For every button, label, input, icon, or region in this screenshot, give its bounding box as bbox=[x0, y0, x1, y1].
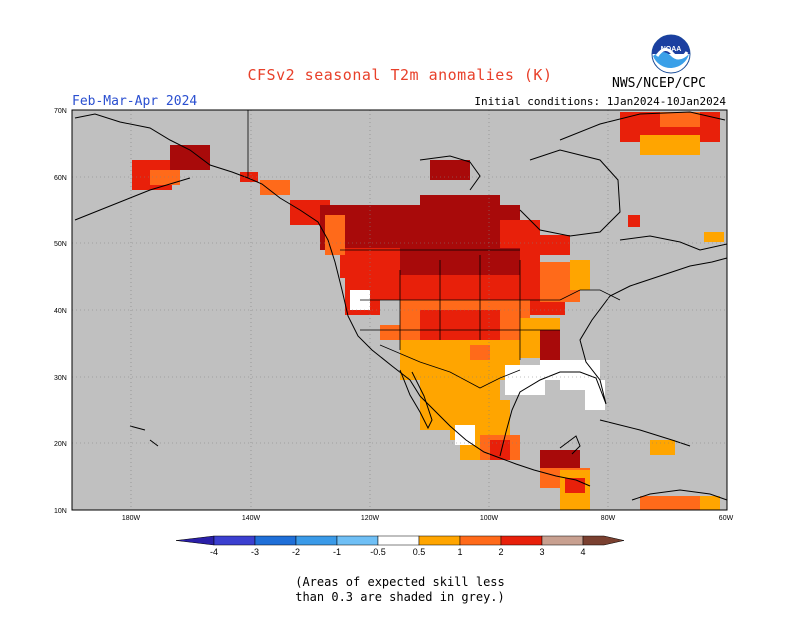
anomaly-cell bbox=[640, 496, 700, 510]
lat-label: 10N bbox=[54, 508, 67, 515]
lon-label: 180W bbox=[122, 515, 141, 522]
anomaly-cell bbox=[540, 450, 580, 470]
colorbar-tick-label: -1 bbox=[333, 547, 341, 557]
colorbar-tick-label: 1 bbox=[457, 547, 462, 557]
anomaly-cell bbox=[150, 170, 180, 185]
colorbar-swatch bbox=[500, 535, 543, 546]
anomaly-cell bbox=[170, 145, 210, 170]
colorbar-tick-label: -3 bbox=[251, 547, 259, 557]
colorbar-swatch bbox=[459, 535, 502, 546]
agency-label: NWS/NCEP/CPC bbox=[612, 76, 706, 91]
lon-label: 120W bbox=[361, 515, 380, 522]
anomaly-cell bbox=[325, 215, 345, 255]
anomaly-cell bbox=[540, 330, 560, 360]
colorbar-ticks: -4 -3 -2 -1 -0.5 0.5 1 2 3 4 bbox=[210, 547, 586, 557]
map-title: CFSv2 seasonal T2m anomalies (K) bbox=[247, 66, 553, 84]
lat-label: 50N bbox=[54, 241, 67, 248]
colorbar-tick-label: -4 bbox=[210, 547, 218, 557]
anomaly-cell bbox=[500, 220, 540, 250]
anomaly-cell bbox=[650, 440, 675, 455]
anomaly-cell bbox=[540, 235, 570, 255]
anomaly-cell bbox=[640, 135, 700, 155]
anomaly-cell bbox=[490, 440, 510, 460]
anomaly-cell bbox=[660, 112, 700, 127]
colorbar-swatch bbox=[418, 535, 461, 546]
map-frame bbox=[71, 109, 728, 511]
anomaly-cell bbox=[420, 195, 500, 215]
colorbar-tick-label: 0.5 bbox=[413, 547, 426, 557]
anomaly-cell bbox=[430, 250, 490, 270]
colorbar-tick-label: 3 bbox=[539, 547, 544, 557]
colorbar bbox=[175, 535, 625, 546]
anomaly-cell bbox=[380, 300, 400, 325]
lat-label: 70N bbox=[54, 108, 67, 115]
forecast-period: Feb-Mar-Apr 2024 bbox=[72, 94, 198, 109]
lat-label: 60N bbox=[54, 175, 67, 182]
anomaly-cell bbox=[470, 345, 490, 360]
lon-label: 80W bbox=[601, 515, 616, 522]
anomaly-cell bbox=[704, 232, 724, 242]
colorbar-tick-label: 4 bbox=[580, 547, 585, 557]
anomaly-cell bbox=[430, 160, 470, 180]
colorbar-arrow-low bbox=[175, 535, 215, 546]
anomaly-cell bbox=[570, 260, 590, 290]
anomaly-layer bbox=[132, 112, 724, 510]
lon-label: 60W bbox=[719, 515, 734, 522]
colorbar-swatch bbox=[254, 535, 297, 546]
colorbar-swatch bbox=[213, 535, 256, 546]
anomaly-cell bbox=[628, 215, 640, 227]
colorbar-swatch bbox=[295, 535, 338, 546]
anomaly-cell bbox=[700, 496, 720, 510]
lon-label: 100W bbox=[480, 515, 499, 522]
skill-note-line: (Areas of expected skill less bbox=[295, 575, 505, 589]
noaa-logo: NOAA bbox=[651, 34, 691, 74]
colorbar-tick-label: 2 bbox=[498, 547, 503, 557]
lat-label: 20N bbox=[54, 441, 67, 448]
anomaly-cell bbox=[260, 180, 290, 195]
lat-label: 40N bbox=[54, 308, 67, 315]
noaa-logo-text: NOAA bbox=[661, 46, 682, 53]
coastlines bbox=[74, 111, 728, 501]
colorbar-swatch bbox=[541, 535, 584, 546]
colorbar-tick-label: -2 bbox=[292, 547, 300, 557]
colorbar-arrow-high bbox=[582, 535, 625, 546]
colorbar-swatch bbox=[377, 535, 420, 546]
anomaly-cell bbox=[560, 370, 590, 390]
anomaly-cell bbox=[505, 365, 545, 395]
anomaly-cell bbox=[420, 310, 500, 340]
anomaly-cell bbox=[455, 425, 475, 445]
skill-note-line: than 0.3 are shaded in grey.) bbox=[295, 590, 505, 604]
skill-note: (Areas of expected skill less than 0.3 a… bbox=[0, 575, 800, 605]
lon-label: 140W bbox=[242, 515, 261, 522]
anomaly-cell bbox=[585, 380, 605, 410]
colorbar-tick-label: -0.5 bbox=[370, 547, 386, 557]
graticule bbox=[72, 110, 727, 510]
lat-label: 30N bbox=[54, 375, 67, 382]
initial-conditions: Initial conditions: 1Jan2024-10Jan2024 bbox=[474, 95, 726, 108]
colorbar-swatch bbox=[336, 535, 379, 546]
